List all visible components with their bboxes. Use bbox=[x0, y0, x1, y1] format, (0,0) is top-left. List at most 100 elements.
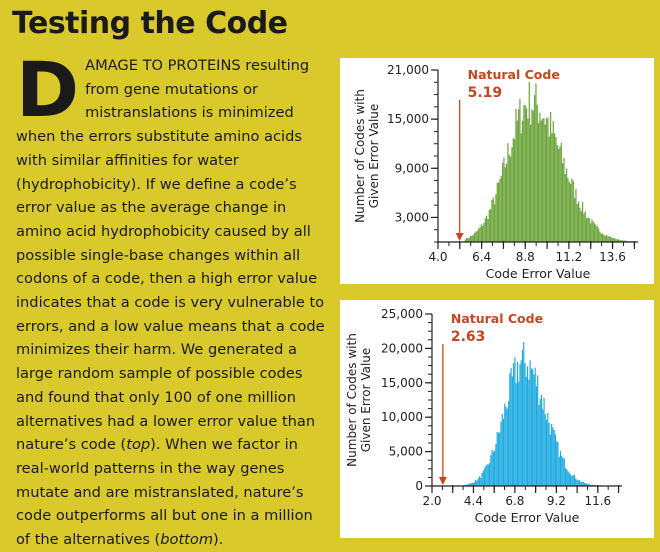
histogram-bar bbox=[502, 162, 504, 242]
histogram-bar bbox=[498, 182, 500, 242]
x-tick-label: 9.2 bbox=[547, 494, 566, 508]
histogram-bar bbox=[544, 124, 546, 242]
histogram-bar bbox=[523, 342, 525, 486]
histogram-bar bbox=[511, 376, 513, 486]
histogram-bar bbox=[467, 238, 469, 242]
histogram-bar bbox=[468, 483, 470, 486]
histogram-bar bbox=[579, 207, 581, 242]
y-tick-label: 25,000 bbox=[381, 307, 423, 321]
histogram-bar bbox=[489, 463, 491, 486]
histogram-bar bbox=[533, 374, 535, 486]
histogram-bar bbox=[538, 123, 540, 242]
histogram-bar bbox=[598, 228, 600, 242]
natural-code-arrowhead bbox=[455, 233, 464, 241]
histogram-bar bbox=[580, 481, 582, 486]
y-tick-label: 15,000 bbox=[387, 112, 429, 126]
histogram-bar bbox=[480, 224, 482, 242]
histogram-bar bbox=[582, 201, 584, 242]
histogram-bar bbox=[477, 478, 479, 486]
histogram-bar bbox=[488, 209, 490, 242]
histogram-bar bbox=[492, 451, 494, 486]
histogram-bar bbox=[575, 478, 577, 486]
histogram-bar bbox=[468, 237, 470, 242]
histogram-bar bbox=[527, 366, 529, 486]
histogram-bar bbox=[491, 449, 493, 486]
histogram-bar bbox=[610, 237, 612, 242]
y-tick-label: 9,000 bbox=[395, 161, 429, 175]
histogram-bar bbox=[528, 379, 530, 486]
histogram-bar bbox=[528, 82, 530, 242]
x-tick-label: 11.2 bbox=[556, 250, 583, 264]
histogram-bar bbox=[508, 400, 510, 486]
histogram-bar bbox=[536, 104, 538, 243]
histogram-bar bbox=[516, 361, 519, 486]
histogram-bar bbox=[616, 239, 618, 242]
histogram-bar bbox=[626, 240, 628, 242]
histogram-bar bbox=[567, 471, 569, 486]
histogram-bar bbox=[546, 118, 548, 242]
histogram-bar bbox=[584, 483, 586, 486]
histogram-bar bbox=[590, 223, 592, 242]
histogram-bar bbox=[503, 157, 505, 242]
histogram-bar bbox=[620, 240, 622, 242]
natural-code-arrowhead bbox=[438, 477, 447, 485]
histogram-bar bbox=[583, 213, 585, 242]
histogram-bar bbox=[554, 434, 557, 486]
y-tick-label: 15,000 bbox=[381, 376, 423, 390]
histogram-bar bbox=[542, 409, 544, 486]
histogram-bar bbox=[485, 465, 487, 486]
article-paragraph: AMAGE TO PROTEINS resulting from gene mu… bbox=[16, 54, 326, 552]
histogram-bar bbox=[496, 182, 498, 242]
histogram-bar bbox=[535, 386, 538, 486]
histogram-bar bbox=[530, 368, 532, 486]
x-tick-label: 6.8 bbox=[505, 494, 524, 508]
histogram-bar bbox=[622, 240, 624, 242]
histogram-bar bbox=[575, 188, 577, 242]
histogram-bar bbox=[494, 450, 496, 486]
histogram-top: 3,000 9,000 15,000 21,000 4.0 6.4 8.8 11.2 13.6 C… bbox=[353, 63, 638, 281]
histogram-bar bbox=[490, 209, 492, 242]
histogram-bar bbox=[525, 376, 527, 486]
histogram-bar bbox=[594, 223, 596, 242]
histogram-bar bbox=[586, 483, 588, 486]
histogram-bar bbox=[472, 482, 474, 486]
x-tick-label: 8.8 bbox=[516, 250, 535, 264]
histogram-bar bbox=[524, 363, 526, 486]
histogram-bar bbox=[571, 178, 573, 242]
histogram-bar bbox=[490, 455, 492, 486]
histogram-bar bbox=[608, 236, 610, 242]
histogram-bar bbox=[571, 476, 573, 486]
histogram-bar bbox=[507, 143, 509, 242]
histogram-bar bbox=[547, 117, 549, 242]
histogram-bar bbox=[557, 441, 559, 486]
histogram-bar bbox=[587, 484, 589, 486]
histogram-bar bbox=[550, 111, 552, 242]
histogram-bar bbox=[553, 429, 555, 486]
histogram-bar bbox=[584, 211, 586, 242]
histogram-bar bbox=[607, 236, 609, 242]
histogram-bar bbox=[586, 218, 588, 242]
histogram-bar bbox=[495, 444, 497, 486]
histogram-bar bbox=[606, 234, 608, 242]
histogram-bar bbox=[519, 364, 521, 486]
histogram-bar bbox=[591, 219, 593, 242]
y-axis-label: Number of Codes withGiven Error Value bbox=[345, 333, 373, 467]
histogram-bar bbox=[530, 124, 532, 242]
histogram-bar bbox=[539, 112, 541, 243]
histogram-bar bbox=[560, 142, 562, 242]
histogram-bar bbox=[578, 201, 580, 242]
histogram-bar bbox=[552, 427, 554, 486]
histogram-bar bbox=[599, 231, 601, 242]
histogram-bar bbox=[515, 108, 517, 242]
histogram-bar bbox=[471, 482, 473, 486]
histogram-bar bbox=[532, 110, 534, 242]
histogram-bar bbox=[566, 168, 568, 242]
histogram-bottom: 0 5,000 10,000 15,000 20,000 25,000 2.0 4.4 6.8 9… bbox=[345, 307, 622, 525]
histogram-bar bbox=[529, 360, 531, 486]
histogram-bar bbox=[508, 154, 510, 242]
histogram-bar bbox=[472, 235, 474, 242]
histogram-bar bbox=[495, 194, 497, 242]
histogram-bar bbox=[484, 218, 486, 242]
histogram-bar bbox=[506, 163, 508, 242]
y-axis-label-line: Given Error Value bbox=[359, 348, 373, 453]
